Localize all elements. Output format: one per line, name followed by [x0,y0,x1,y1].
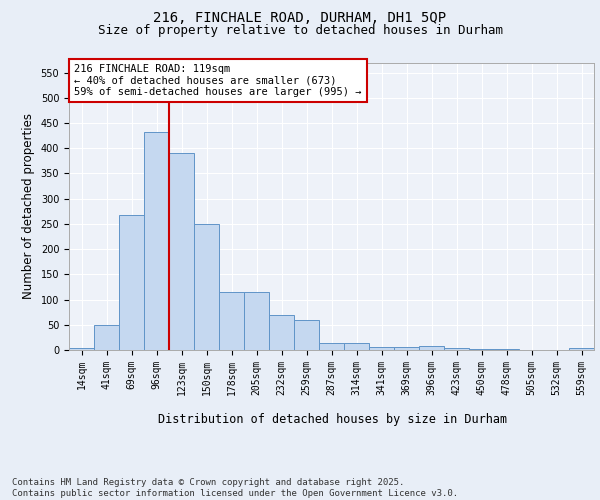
Bar [569,348,594,350]
Bar [344,344,369,350]
Bar [419,346,444,350]
Bar [144,132,169,350]
Bar [444,348,469,350]
Text: Distribution of detached houses by size in Durham: Distribution of detached houses by size … [158,412,508,426]
Bar [69,348,94,350]
Bar [219,292,244,350]
Bar [194,224,219,350]
Text: 216 FINCHALE ROAD: 119sqm
← 40% of detached houses are smaller (673)
59% of semi: 216 FINCHALE ROAD: 119sqm ← 40% of detac… [74,64,362,97]
Text: Contains HM Land Registry data © Crown copyright and database right 2025.
Contai: Contains HM Land Registry data © Crown c… [12,478,458,498]
Text: 216, FINCHALE ROAD, DURHAM, DH1 5QP: 216, FINCHALE ROAD, DURHAM, DH1 5QP [154,11,446,25]
Bar [119,215,144,350]
Text: Size of property relative to detached houses in Durham: Size of property relative to detached ho… [97,24,503,37]
Bar [294,320,319,350]
Bar [319,344,344,350]
Y-axis label: Number of detached properties: Number of detached properties [22,114,35,299]
Bar [169,154,194,350]
Bar [94,325,119,350]
Bar [394,348,419,350]
Bar [244,292,269,350]
Bar [269,314,294,350]
Bar [369,348,394,350]
